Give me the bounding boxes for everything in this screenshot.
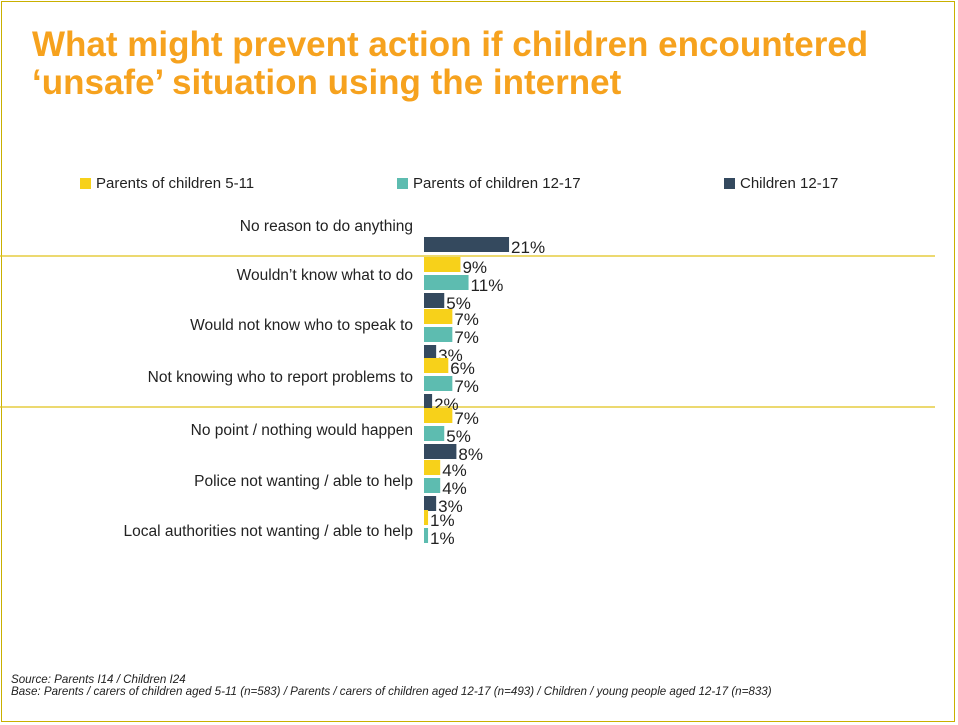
data-label-not-know-who-speak-parents-5-11: 7% (454, 310, 479, 329)
category-label-wouldnt-know-what: Wouldn’t know what to do (237, 267, 413, 284)
source-line: Source: Parents I14 / Children I24 (11, 673, 186, 686)
data-label-no-point-parents-12-17: 5% (446, 427, 471, 446)
bar-local-authorities-parents-5-11 (424, 510, 429, 525)
data-label-not-knowing-report-parents-12-17: 7% (454, 377, 479, 396)
legend-item-parents-12-17: Parents of children 12-17 (397, 175, 581, 192)
category-label-not-know-who-speak: Would not know who to speak to (190, 317, 413, 334)
bar-wouldnt-know-what-parents-12-17 (424, 275, 469, 290)
data-label-local-authorities-parents-5-11: 1% (430, 511, 455, 530)
bar-no-reason-children-12-17 (424, 237, 510, 252)
data-label-not-knowing-report-parents-5-11: 6% (450, 359, 475, 378)
category-label-local-authorities: Local authorities not wanting / able to … (123, 523, 413, 540)
legend-label-parents-12-17: Parents of children 12-17 (413, 175, 581, 192)
bar-local-authorities-parents-12-17 (424, 528, 429, 543)
legend-swatch-parents-12-17 (397, 178, 408, 189)
data-label-no-reason-children-12-17: 21% (511, 238, 545, 257)
bar-wouldnt-know-what-children-12-17 (424, 293, 445, 308)
category-label-no-reason: No reason to do anything (240, 218, 413, 235)
data-label-no-point-children-12-17: 8% (458, 445, 483, 464)
data-label-local-authorities-parents-12-17: 1% (430, 529, 455, 548)
bar-not-know-who-speak-parents-5-11 (424, 309, 453, 324)
bar-not-knowing-report-children-12-17 (424, 394, 433, 409)
bar-not-knowing-report-parents-5-11 (424, 358, 449, 373)
legend-label-children-12-17: Children 12-17 (740, 175, 839, 192)
category-label-no-point: No point / nothing would happen (191, 422, 413, 439)
base-line: Base: Parents / carers of children aged … (11, 685, 772, 698)
bar-no-point-parents-12-17 (424, 426, 445, 441)
bar-police-parents-12-17 (424, 478, 441, 493)
category-label-not-knowing-report: Not knowing who to report problems to (148, 369, 413, 386)
legend-item-children-12-17: Children 12-17 (724, 175, 838, 192)
bar-no-point-children-12-17 (424, 444, 457, 459)
data-label-police-children-12-17: 3% (438, 497, 463, 516)
bar-wouldnt-know-what-parents-5-11 (424, 257, 461, 272)
bar-no-point-parents-5-11 (424, 408, 453, 423)
data-label-no-point-parents-5-11: 7% (454, 409, 479, 428)
legend-label-parents-5-11: Parents of children 5-11 (96, 175, 255, 192)
category-label-police: Police not wanting / able to help (194, 473, 413, 490)
bar-police-children-12-17 (424, 496, 437, 511)
legend-swatch-parents-5-11 (80, 178, 91, 189)
data-label-wouldnt-know-what-children-12-17: 5% (446, 294, 471, 313)
legend: Parents of children 5-11 Parents of chil… (0, 175, 958, 195)
data-label-wouldnt-know-what-parents-12-17: 11% (471, 276, 504, 295)
legend-item-parents-5-11: Parents of children 5-11 (80, 175, 254, 192)
source-note: Source: Parents I14 / Children I24 Base:… (11, 674, 951, 698)
data-label-wouldnt-know-what-parents-5-11: 9% (462, 258, 487, 277)
bar-not-knowing-report-parents-12-17 (424, 376, 453, 391)
legend-swatch-children-12-17 (724, 178, 735, 189)
slide-title: What might prevent action if children en… (32, 25, 869, 102)
bar-police-parents-5-11 (424, 460, 441, 475)
data-label-police-parents-5-11: 4% (442, 461, 467, 480)
bar-not-know-who-speak-parents-12-17 (424, 327, 453, 342)
bar-not-know-who-speak-children-12-17 (424, 345, 437, 360)
data-label-not-know-who-speak-parents-12-17: 7% (454, 328, 479, 347)
data-label-police-parents-12-17: 4% (442, 479, 467, 498)
